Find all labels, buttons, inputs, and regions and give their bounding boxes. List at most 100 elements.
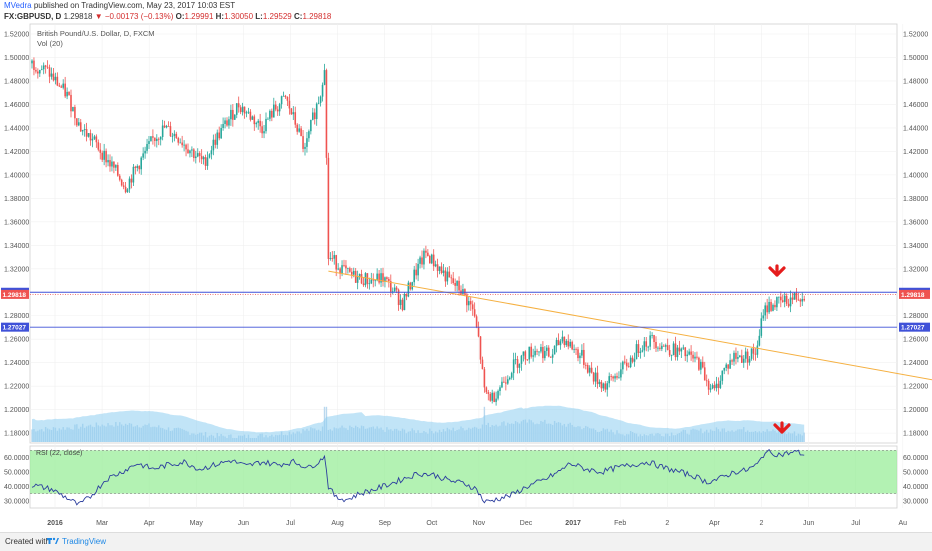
candle-body <box>774 304 776 308</box>
candle-body <box>401 299 404 311</box>
y-tick-right: 1.40000 <box>903 172 928 179</box>
candle-body <box>739 355 741 357</box>
candle-body <box>171 135 174 137</box>
candle-body <box>526 359 529 361</box>
candle-body <box>323 70 326 85</box>
candle-body <box>261 126 263 134</box>
close-label: C: <box>293 12 303 21</box>
candle-body <box>325 70 328 158</box>
ohlc-line: FX:GBPUSD, D 1.29818 ▼ −0.00173 (−0.13%)… <box>4 12 331 21</box>
candle-body <box>146 143 148 151</box>
x-tick-label: Mar <box>96 520 109 527</box>
candle-body <box>803 298 805 301</box>
candle-body <box>255 122 258 125</box>
candle-body <box>754 353 757 355</box>
candle-body <box>200 155 203 160</box>
candle-body <box>142 153 144 158</box>
candle-body <box>115 165 117 168</box>
candle-body <box>469 301 472 305</box>
candle-body <box>505 382 507 384</box>
candle-body <box>618 377 620 379</box>
candle-body <box>629 357 632 368</box>
candle-body <box>333 255 336 259</box>
candle-body <box>81 129 84 132</box>
candle-body <box>458 280 460 291</box>
candle-body <box>150 136 152 142</box>
candle-body <box>624 361 626 363</box>
candle-body <box>198 153 201 156</box>
candle-body <box>491 392 493 401</box>
candle-body <box>214 139 217 145</box>
candle-body <box>602 383 605 389</box>
candle-body <box>284 95 287 98</box>
y-tick-left: 1.26000 <box>4 337 29 344</box>
candle-body <box>466 294 468 306</box>
candle-body <box>161 125 164 137</box>
candle-body <box>518 363 521 368</box>
candle-body <box>183 144 185 146</box>
candle-body <box>586 365 589 373</box>
candle-body <box>791 297 794 300</box>
candle-body <box>510 373 513 378</box>
candle-body <box>62 83 64 88</box>
candle-body <box>354 270 357 283</box>
candle-body <box>167 125 170 127</box>
candle-body <box>627 366 630 368</box>
candle-body <box>614 376 616 379</box>
candle-body <box>234 114 236 120</box>
candle-body <box>48 67 51 77</box>
author-link[interactable]: MVedra <box>4 1 32 10</box>
candle-body <box>249 111 252 120</box>
candle-body <box>39 69 41 74</box>
chart-canvas[interactable]: 1.52000 1.52000 1.50000 1.50000 1.48000 1.480… <box>0 0 932 532</box>
candle-body <box>742 358 745 363</box>
x-tick-label: May <box>190 520 204 527</box>
candle-body <box>516 359 519 368</box>
candle-body <box>684 347 687 357</box>
candle-body <box>216 132 219 145</box>
level-label-left-box <box>1 322 29 332</box>
candle-body <box>744 351 747 359</box>
tradingview-brand[interactable]: TradingView <box>62 537 107 546</box>
candle-body <box>329 257 332 259</box>
candle-body <box>432 254 435 267</box>
volume-legend: Vol (20) <box>37 39 63 48</box>
candle-body <box>497 390 499 399</box>
low-value: 1.29529 <box>262 12 292 21</box>
last-price: 1.29818 <box>63 12 93 21</box>
candle-body <box>471 304 474 310</box>
candle-body <box>493 392 495 402</box>
candle-body <box>128 178 131 190</box>
candle-body <box>741 355 743 363</box>
candle-body <box>647 346 649 348</box>
candle-body <box>553 345 556 355</box>
candle-body <box>746 351 749 363</box>
candle-body <box>419 257 421 264</box>
x-tick-label: Au <box>899 520 908 527</box>
candle-body <box>397 289 400 306</box>
candle-body <box>686 354 688 357</box>
candle-body <box>785 295 788 304</box>
candle-body <box>581 349 583 356</box>
candle-body <box>565 340 568 346</box>
candle-body <box>436 264 439 271</box>
candle-body <box>547 347 550 357</box>
candle-body <box>657 347 659 349</box>
candle-body <box>538 351 540 353</box>
y-tick-left: 1.44000 <box>4 125 29 132</box>
candle-body <box>733 352 735 362</box>
candle-body <box>768 301 770 313</box>
candle-body <box>105 150 107 163</box>
rsi-tick-right: 60.0000 <box>903 455 928 462</box>
candle-body <box>454 283 456 286</box>
candle-body <box>450 277 453 279</box>
candle-body <box>232 109 234 120</box>
candle-body <box>393 287 396 292</box>
candle-body <box>111 161 113 167</box>
candle-body <box>46 66 49 68</box>
x-tick-label: Oct <box>426 520 437 527</box>
candle-body <box>144 150 146 154</box>
candle-body <box>230 109 232 120</box>
candle-body <box>625 362 628 367</box>
candle-body <box>267 118 269 120</box>
